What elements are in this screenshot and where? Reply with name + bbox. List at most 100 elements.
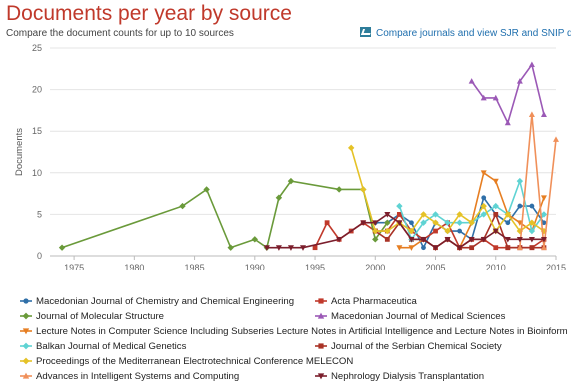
data-point[interactable] xyxy=(432,245,439,251)
data-point[interactable] xyxy=(335,186,343,193)
legend-item[interactable]: Balkan Journal of Medical Genetics xyxy=(20,341,315,352)
data-point[interactable] xyxy=(384,212,391,218)
data-point[interactable] xyxy=(493,245,499,251)
data-point[interactable] xyxy=(492,178,499,185)
data-point[interactable] xyxy=(444,219,451,226)
data-point[interactable] xyxy=(516,244,523,251)
data-point[interactable] xyxy=(287,177,295,185)
data-point[interactable] xyxy=(469,245,475,251)
data-point[interactable] xyxy=(408,227,415,235)
data-point[interactable] xyxy=(505,220,511,226)
data-point[interactable] xyxy=(481,195,487,201)
data-point[interactable] xyxy=(468,219,475,226)
data-point[interactable] xyxy=(420,236,427,243)
legend-item[interactable]: Macedonian Journal of Chemistry and Chem… xyxy=(20,296,315,307)
data-point[interactable] xyxy=(492,94,499,101)
data-point[interactable] xyxy=(432,211,439,218)
data-point[interactable] xyxy=(372,236,379,243)
data-point[interactable] xyxy=(421,245,426,251)
data-point[interactable] xyxy=(384,227,391,235)
data-point[interactable] xyxy=(396,220,403,226)
data-point[interactable] xyxy=(540,236,547,243)
data-point[interactable] xyxy=(528,227,536,235)
data-point[interactable] xyxy=(529,203,535,209)
data-point[interactable] xyxy=(504,119,511,126)
data-point[interactable] xyxy=(480,211,487,218)
legend-item[interactable]: Acta Pharmaceutica xyxy=(315,296,417,307)
data-point[interactable] xyxy=(540,111,547,117)
data-point[interactable] xyxy=(529,245,535,251)
data-point[interactable] xyxy=(457,228,463,234)
data-point[interactable] xyxy=(540,211,548,218)
data-point[interactable] xyxy=(516,227,524,235)
data-point[interactable] xyxy=(456,245,463,251)
data-point[interactable] xyxy=(384,219,391,226)
data-point[interactable] xyxy=(360,186,367,193)
data-point[interactable] xyxy=(263,245,270,251)
data-point[interactable] xyxy=(528,61,535,68)
data-point[interactable] xyxy=(480,94,487,101)
data-point[interactable] xyxy=(456,219,463,226)
data-point[interactable] xyxy=(516,177,524,185)
compare-journals-link[interactable]: Compare journals and view SJR and SNIP d… xyxy=(360,27,571,39)
data-point[interactable] xyxy=(347,144,355,152)
data-point[interactable] xyxy=(58,244,66,251)
legend-item[interactable]: Nephrology Dialysis Transplantation xyxy=(315,371,484,382)
data-point[interactable] xyxy=(492,202,499,210)
data-point[interactable] xyxy=(287,245,294,251)
data-point[interactable] xyxy=(408,236,415,243)
legend-item[interactable]: Journal of the Serbian Chemical Society xyxy=(315,341,502,352)
legend-item[interactable]: Journal of Molecular Structure xyxy=(20,311,315,322)
data-point[interactable] xyxy=(275,194,283,201)
data-point[interactable] xyxy=(312,245,318,251)
data-point[interactable] xyxy=(444,227,451,235)
data-point[interactable] xyxy=(324,220,330,226)
data-point[interactable] xyxy=(251,236,259,243)
legend-item[interactable]: Advances in Intelligent Systems and Comp… xyxy=(20,371,315,382)
data-point[interactable] xyxy=(372,220,379,226)
data-point[interactable] xyxy=(517,203,523,209)
data-point[interactable] xyxy=(504,236,511,243)
data-point[interactable] xyxy=(396,245,403,251)
data-point[interactable] xyxy=(420,211,427,218)
data-point[interactable] xyxy=(372,227,379,235)
data-point[interactable] xyxy=(516,78,523,84)
legend-item[interactable]: Macedonian Journal of Medical Sciences xyxy=(315,311,505,322)
data-point[interactable] xyxy=(432,219,439,226)
data-point[interactable] xyxy=(468,236,475,243)
data-point[interactable] xyxy=(493,212,499,217)
data-point[interactable] xyxy=(480,236,487,243)
data-point[interactable] xyxy=(300,245,306,251)
data-point[interactable] xyxy=(420,219,427,226)
data-point[interactable] xyxy=(480,202,487,210)
data-point[interactable] xyxy=(227,244,234,251)
data-point[interactable] xyxy=(384,236,390,242)
data-point[interactable] xyxy=(480,170,487,176)
data-point[interactable] xyxy=(396,202,403,210)
data-point[interactable] xyxy=(360,220,367,226)
data-point[interactable] xyxy=(408,245,415,251)
data-point[interactable] xyxy=(528,111,535,117)
data-point[interactable] xyxy=(504,211,512,218)
data-point[interactable] xyxy=(275,245,282,251)
data-point[interactable] xyxy=(528,219,536,226)
data-point[interactable] xyxy=(456,211,463,218)
data-point[interactable] xyxy=(409,220,414,226)
data-point[interactable] xyxy=(553,136,559,142)
data-point[interactable] xyxy=(528,236,535,243)
data-point[interactable] xyxy=(179,202,186,210)
data-point[interactable] xyxy=(505,245,511,251)
data-point[interactable] xyxy=(516,236,523,243)
data-point[interactable] xyxy=(541,220,547,226)
data-point[interactable] xyxy=(540,244,547,251)
data-point[interactable] xyxy=(396,212,402,217)
legend-item[interactable]: Proceedings of the Mediterranean Electro… xyxy=(20,356,353,367)
data-point[interactable] xyxy=(203,186,210,193)
data-point[interactable] xyxy=(468,78,475,84)
data-point[interactable] xyxy=(433,228,438,234)
data-point[interactable] xyxy=(336,236,343,243)
data-point[interactable] xyxy=(516,220,523,226)
data-point[interactable] xyxy=(492,228,499,235)
data-point[interactable] xyxy=(540,195,547,201)
legend-item[interactable]: Lecture Notes in Computer Science Includ… xyxy=(20,326,568,337)
